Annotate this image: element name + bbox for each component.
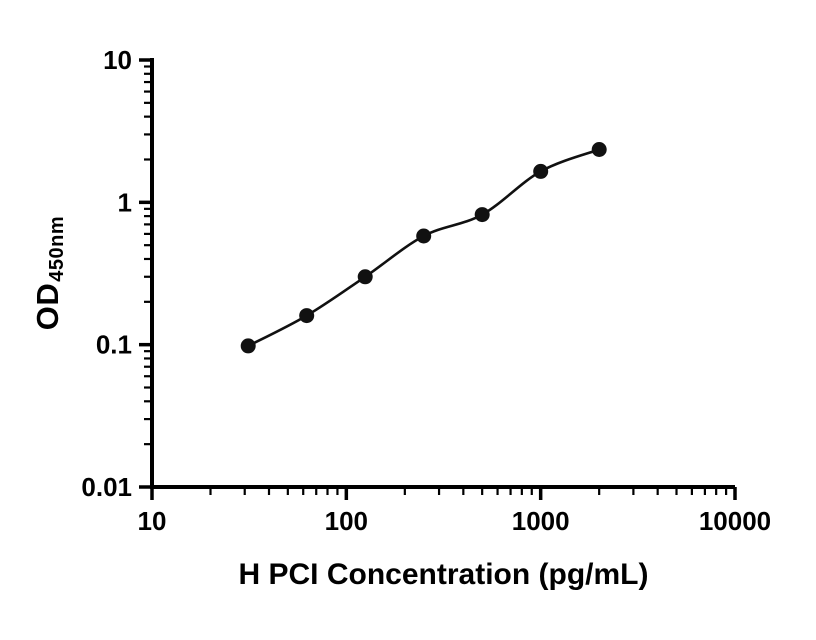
x-tick-label: 100 [325, 506, 368, 536]
data-point [474, 207, 490, 223]
y-tick-label: 0.01 [81, 472, 132, 502]
data-point [591, 142, 607, 157]
x-axis-title: H PCI Concentration (pg/mL) [238, 558, 649, 591]
data-point [357, 269, 373, 285]
y-tick-label: 0.1 [96, 330, 132, 360]
data-point [533, 163, 549, 179]
axis-lines [150, 58, 735, 489]
x-tick-label: 10 [138, 506, 167, 536]
x-tick-label: 1000 [512, 506, 570, 536]
data-point [299, 308, 315, 324]
x-tick-label: 10000 [699, 506, 771, 536]
y-tick-label: 1 [118, 187, 132, 217]
y-tick-label: 10 [103, 45, 132, 75]
data-point [240, 338, 256, 354]
data-point [416, 228, 432, 244]
